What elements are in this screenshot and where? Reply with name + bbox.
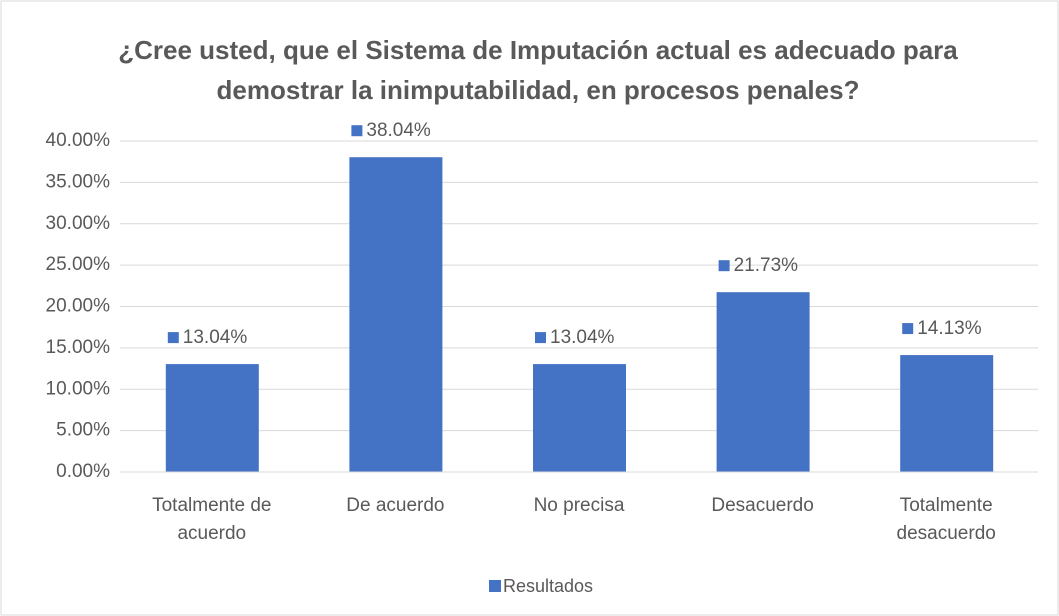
x-tick-label: Desacuerdo: [711, 495, 814, 516]
legend-marker: [489, 580, 501, 592]
y-tick-label: 35.00%: [46, 171, 111, 192]
x-tick-label: Totalmente desacuerdo: [896, 495, 996, 544]
bar: [900, 355, 994, 472]
y-tick-label: 40.00%: [46, 130, 111, 151]
y-tick-label: 15.00%: [46, 337, 111, 358]
bar: [349, 157, 443, 472]
y-tick-label: 30.00%: [46, 213, 111, 234]
bar: [716, 292, 810, 472]
data-label-marker: [718, 260, 730, 272]
data-label: 13.04%: [183, 327, 248, 348]
y-tick-label: 10.00%: [46, 378, 111, 399]
y-tick-label: 25.00%: [46, 254, 111, 275]
data-label-marker: [535, 332, 546, 344]
bar: [165, 364, 259, 472]
x-tick-label: No precisa: [533, 495, 625, 516]
y-tick-label: 20.00%: [46, 296, 111, 317]
legend-label: Resultados: [503, 576, 593, 596]
y-tick-label: 0.00%: [56, 461, 110, 482]
y-tick-label: 5.00%: [56, 420, 110, 441]
bar: [533, 364, 626, 472]
data-label: 14.13%: [917, 318, 982, 339]
data-label-marker: [167, 332, 179, 344]
data-label-marker: [902, 323, 914, 335]
data-label: 38.04%: [366, 120, 431, 141]
data-label-marker: [351, 125, 363, 137]
chart-title: ¿Cree usted, que el Sistema de Imputació…: [118, 35, 958, 105]
data-label: 21.73%: [734, 255, 799, 276]
data-label: 13.04%: [550, 327, 615, 348]
x-tick-label: De acuerdo: [346, 495, 445, 516]
x-tick-label: Totalmente de acuerdo: [152, 495, 272, 544]
